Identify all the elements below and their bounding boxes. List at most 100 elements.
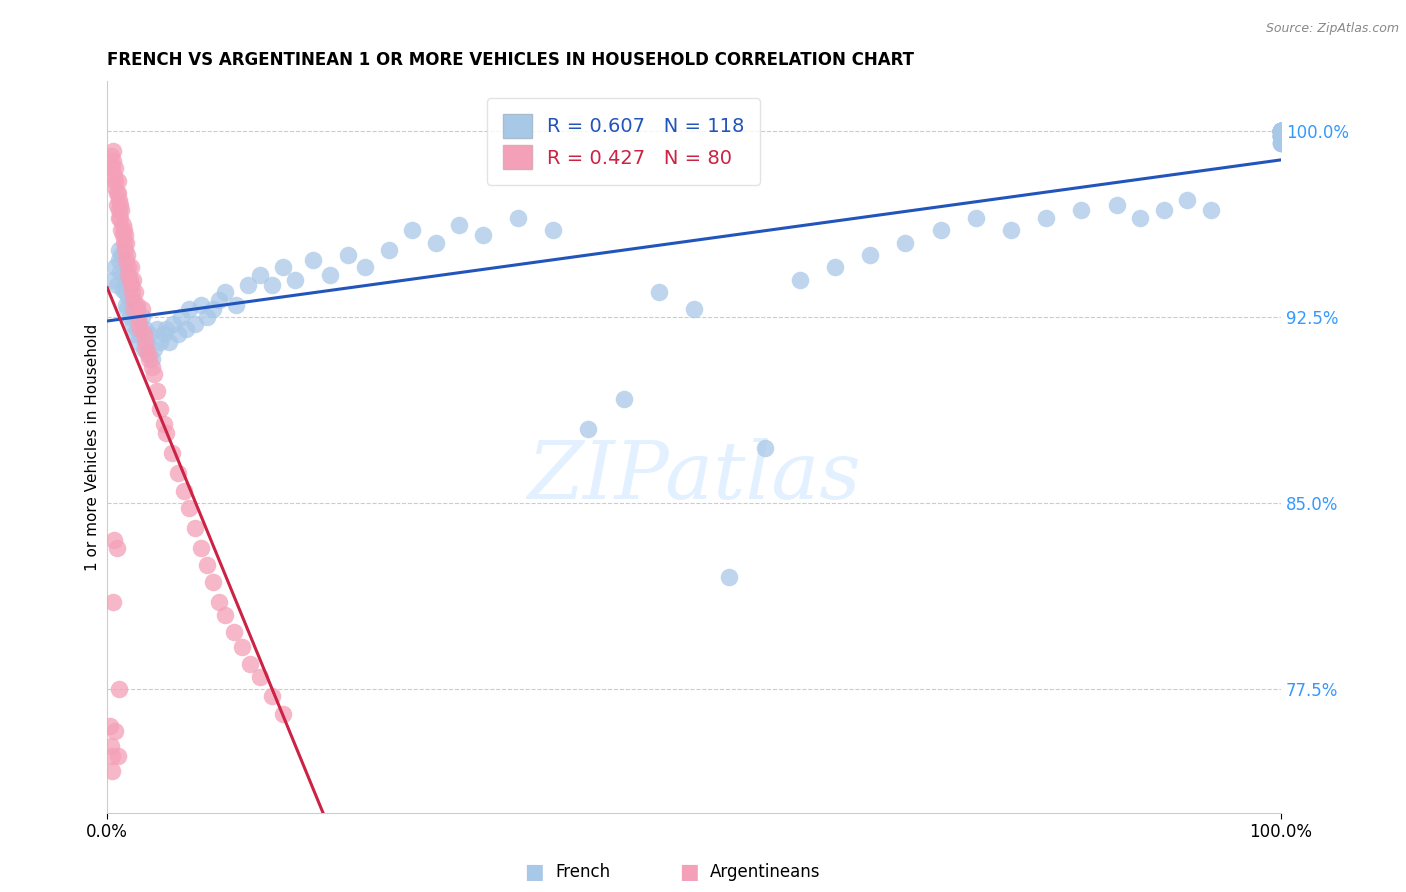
Point — [284, 273, 307, 287]
Point — [122, 302, 145, 317]
Text: Argentineans: Argentineans — [710, 863, 821, 881]
Point — [115, 285, 138, 300]
Point — [578, 421, 600, 435]
Point — [1270, 136, 1292, 151]
Point — [114, 228, 136, 243]
Point — [117, 268, 139, 282]
Point — [101, 595, 124, 609]
Point — [718, 570, 741, 584]
Point — [128, 318, 150, 332]
Point — [1270, 124, 1292, 138]
Point — [101, 748, 124, 763]
Point — [132, 342, 155, 356]
Point — [129, 327, 152, 342]
Point — [117, 260, 139, 275]
Point — [105, 541, 128, 555]
Point — [929, 223, 952, 237]
Point — [114, 260, 136, 275]
Legend: R = 0.607   N = 118, R = 0.427   N = 80: R = 0.607 N = 118, R = 0.427 N = 80 — [486, 98, 761, 185]
Point — [107, 186, 129, 200]
Point — [117, 273, 139, 287]
Point — [101, 764, 124, 778]
Point — [121, 302, 143, 317]
Point — [1105, 198, 1128, 212]
Point — [110, 248, 132, 262]
Point — [425, 235, 447, 250]
Point — [201, 302, 224, 317]
Point — [1270, 124, 1292, 138]
Point — [1270, 124, 1292, 138]
Point — [138, 352, 160, 367]
Point — [122, 293, 145, 307]
Point — [179, 500, 201, 515]
Point — [112, 223, 135, 237]
Point — [124, 285, 146, 300]
Point — [149, 401, 172, 416]
Point — [105, 186, 128, 200]
Point — [105, 198, 128, 212]
Point — [101, 273, 124, 287]
Point — [260, 690, 283, 704]
Point — [117, 290, 139, 304]
Point — [115, 235, 138, 250]
Text: ZIPatlas: ZIPatlas — [527, 438, 860, 516]
Point — [162, 318, 184, 332]
Point — [214, 607, 236, 622]
Point — [824, 260, 846, 275]
Point — [118, 310, 141, 324]
Point — [1270, 124, 1292, 138]
Point — [115, 297, 138, 311]
Point — [107, 748, 129, 763]
Point — [201, 575, 224, 590]
Point — [112, 235, 135, 250]
Point — [1199, 203, 1222, 218]
Point — [231, 640, 253, 654]
Text: ■: ■ — [524, 863, 544, 882]
Point — [354, 260, 377, 275]
Point — [143, 367, 166, 381]
Point — [101, 144, 124, 158]
Point — [128, 318, 150, 332]
Point — [271, 260, 294, 275]
Point — [134, 322, 156, 336]
Point — [111, 283, 134, 297]
Point — [301, 252, 323, 267]
Point — [173, 483, 195, 498]
Point — [108, 252, 131, 267]
Point — [166, 327, 188, 342]
Point — [101, 161, 124, 175]
Point — [1129, 211, 1152, 225]
Point — [149, 334, 172, 349]
Point — [143, 342, 166, 356]
Point — [108, 211, 131, 225]
Point — [115, 302, 138, 317]
Point — [103, 178, 125, 193]
Point — [1270, 124, 1292, 138]
Point — [319, 268, 342, 282]
Point — [184, 521, 207, 535]
Point — [1035, 211, 1057, 225]
Point — [110, 203, 132, 218]
Point — [170, 310, 193, 324]
Point — [108, 243, 131, 257]
Point — [789, 273, 811, 287]
Point — [111, 218, 134, 232]
Point — [134, 334, 156, 349]
Point — [260, 277, 283, 292]
Point — [249, 268, 271, 282]
Point — [1270, 136, 1292, 151]
Point — [118, 273, 141, 287]
Point — [107, 173, 129, 187]
Point — [112, 268, 135, 282]
Point — [110, 223, 132, 237]
Point — [155, 426, 177, 441]
Point — [138, 327, 160, 342]
Point — [471, 228, 494, 243]
Point — [103, 169, 125, 183]
Point — [1270, 128, 1292, 143]
Point — [1270, 124, 1292, 138]
Point — [174, 322, 197, 336]
Point — [225, 297, 247, 311]
Point — [135, 334, 157, 349]
Point — [249, 669, 271, 683]
